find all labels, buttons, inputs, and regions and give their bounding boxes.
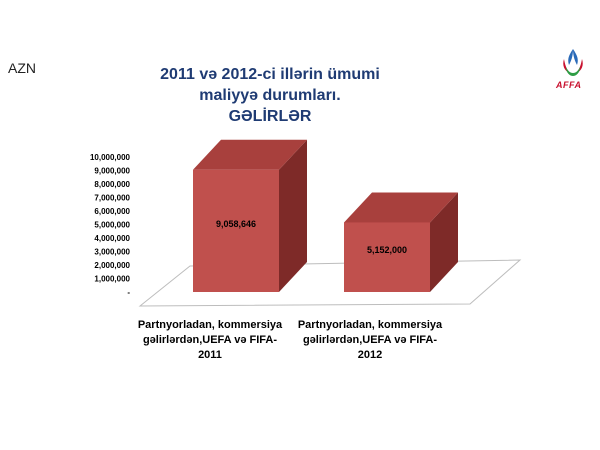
y-tick-label: 3,000,000 (94, 248, 130, 257)
category-2012-line-2: gəlirlərdən,UEFA və FIFA- (302, 334, 438, 346)
bar-side-0 (279, 139, 307, 292)
data-label-1: 5,152,000 (367, 245, 407, 255)
affa-logo-icon (563, 49, 583, 76)
y-tick-label: 5,000,000 (94, 221, 130, 230)
bar-0 (193, 169, 279, 292)
y-tick-label: 1,000,000 (94, 275, 130, 284)
y-tick-label: 7,000,000 (94, 194, 130, 203)
category-2011-line-3: 2011 (198, 349, 222, 361)
data-label-0: 9,058,646 (216, 219, 256, 229)
bar-top-1 (344, 192, 458, 223)
y-tick-label: 10,000,000 (90, 153, 131, 162)
y-tick-label: 8,000,000 (94, 180, 130, 189)
category-2012-line-3: 2012 (357, 349, 383, 361)
y-tick-label: 2,000,000 (94, 261, 130, 270)
logo-text: AFFA (556, 80, 582, 90)
category-2011-line-2: gəlirlərdən,UEFA və FIFA- (142, 334, 278, 346)
bar-side-1 (430, 192, 458, 292)
title-line-1: 2011 və 2012-ci illərin ümumi (160, 66, 380, 83)
category-label-2011: Partnyorladan, kommersiya gəlirlərdən,UE… (130, 318, 290, 363)
category-2011-line-1: Partnyorladan, kommersiya (137, 319, 283, 331)
y-tick-label: 6,000,000 (94, 207, 130, 216)
chart-title: 2011 və 2012-ci illərin ümumi maliyyə du… (120, 64, 420, 127)
chart-floor (138, 259, 522, 307)
category-label-2012: Partnyorladan, kommersiya gəlirlərdən,UE… (290, 318, 450, 363)
y-tick-label: 4,000,000 (94, 234, 130, 243)
title-line-2: maliyyə durumları. (199, 87, 341, 104)
category-2012-line-1: Partnyorladan, kommersiya (297, 319, 443, 331)
title-line-3: GƏLİRLƏR (228, 108, 312, 125)
y-tick-label: - (127, 288, 130, 297)
unit-label: AZN (8, 60, 36, 76)
bar-top-0 (193, 139, 307, 170)
y-tick-label: 9,000,000 (94, 167, 130, 176)
bar-1 (344, 222, 430, 292)
